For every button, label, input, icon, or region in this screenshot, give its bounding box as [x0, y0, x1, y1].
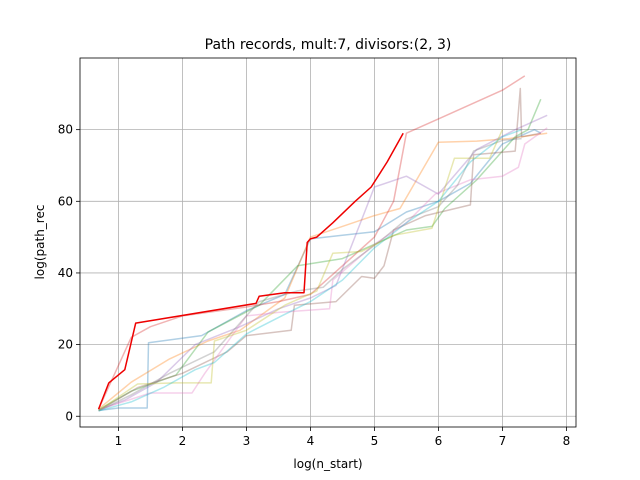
- series-line-1: [98, 128, 542, 412]
- y-tick-label: 40: [58, 266, 73, 280]
- x-tick-label: 6: [435, 434, 443, 448]
- series-line-9: [98, 129, 504, 412]
- y-tick-label: 60: [58, 194, 73, 208]
- y-tick-label: 0: [65, 409, 73, 423]
- grid-lines: [80, 58, 576, 427]
- record-series-line: [97, 132, 404, 410]
- x-tick-label: 5: [371, 434, 379, 448]
- series-line-3: [98, 98, 542, 411]
- series-lines: [97, 75, 548, 412]
- x-tick-label: 8: [563, 434, 571, 448]
- y-axis-label: log(path_rec: [33, 205, 47, 280]
- x-axis-label: log(n_start): [293, 457, 362, 471]
- chart-title: Path records, mult:7, divisors:(2, 3): [205, 37, 452, 53]
- x-tick-label: 7: [499, 434, 507, 448]
- x-tick-label: 3: [243, 434, 251, 448]
- series-line-2: [98, 132, 548, 410]
- y-tick-label: 80: [58, 123, 73, 137]
- series-line-8: [98, 137, 522, 412]
- x-tick-label: 4: [307, 434, 315, 448]
- series-line-7: [98, 127, 548, 411]
- x-tick-label: 1: [115, 434, 123, 448]
- x-tick-label: 2: [179, 434, 187, 448]
- plot-frame: [79, 57, 577, 428]
- series-line-5: [98, 114, 548, 411]
- y-tick-label: 20: [58, 338, 73, 352]
- series-line-4: [97, 75, 526, 410]
- series-line-6: [98, 87, 541, 412]
- series-line-10: [98, 128, 522, 412]
